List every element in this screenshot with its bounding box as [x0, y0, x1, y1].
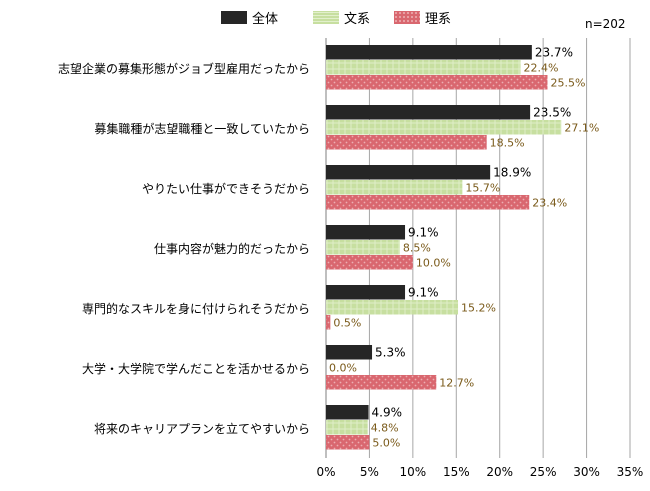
value-label-bunkei: 27.1% [564, 122, 599, 135]
value-label-rikei: 12.7% [439, 377, 474, 390]
category-label: やりたい仕事ができそうだから [141, 182, 310, 196]
bar-zentai [326, 285, 406, 300]
value-label-bunkei: 15.7% [465, 182, 500, 195]
value-label-bunkei: 4.8% [371, 422, 399, 435]
category-label: 専門的なスキルを身に付けられそうだから [81, 302, 310, 316]
legend-item-zentai: 全体 [221, 9, 279, 27]
value-label-zentai: 9.1% [408, 286, 439, 300]
value-label-bunkei: 22.4% [524, 62, 559, 75]
x-tick-label: 20% [486, 465, 513, 479]
value-label-zentai: 5.3% [375, 346, 406, 360]
x-tick-label: 25% [530, 465, 557, 479]
value-label-zentai: 18.9% [493, 166, 531, 180]
category-label: 仕事内容が魅力的だったから [153, 242, 310, 256]
legend-label-bunkei: 文系 [344, 11, 371, 27]
legend-label-zentai: 全体 [252, 11, 279, 27]
category-label: 志望企業の募集形態がジョブ型雇用だったから [57, 62, 310, 76]
bar-bunkei [326, 60, 521, 75]
legend-swatch-rikei [394, 10, 420, 24]
value-label-bunkei: 8.5% [403, 242, 431, 255]
category-label: 将来のキャリアプランを立てやすいから [93, 422, 310, 436]
bar-zentai [326, 105, 531, 120]
legend-swatch-bunkei [313, 10, 339, 24]
value-label-zentai: 23.7% [535, 46, 573, 60]
value-label-rikei: 5.0% [372, 437, 400, 450]
value-label-rikei: 23.4% [532, 197, 567, 210]
bar-rikei [326, 75, 548, 90]
bar-rikei [326, 255, 413, 270]
bar-rikei [326, 135, 487, 150]
bar-zentai [326, 345, 373, 360]
value-label-zentai: 9.1% [408, 226, 439, 240]
bar-bunkei [326, 240, 400, 255]
bar-zentai [326, 165, 491, 180]
value-labels-group: 23.7% 22.4% 25.5% 23.5% 27.1% 18.5% 18.9% 15.7%… [329, 46, 599, 450]
x-tick-label: 0% [316, 465, 335, 479]
value-label-zentai: 23.5% [533, 106, 571, 120]
value-label-bunkei: 15.2% [461, 302, 496, 315]
value-label-bunkei: 0.0% [329, 362, 357, 375]
x-tick-label: 10% [400, 465, 427, 479]
legend-item-bunkei: 文系 [313, 9, 371, 27]
bar-rikei [326, 435, 370, 450]
value-label-rikei: 25.5% [550, 77, 585, 90]
value-label-zentai: 4.9% [372, 406, 403, 420]
value-label-rikei: 10.0% [416, 257, 451, 270]
category-label: 募集職種が志望職種と一致していたから [94, 122, 310, 136]
bar-bunkei [326, 300, 459, 315]
bars-group [326, 45, 562, 450]
x-tick-label: 5% [360, 465, 379, 479]
x-tick-label: 35% [617, 465, 644, 479]
bar-zentai [326, 45, 532, 60]
category-label: 大学・大学院で学んだことを活かせるから [81, 362, 310, 376]
value-label-rikei: 18.5% [490, 137, 525, 150]
bar-rikei [326, 315, 331, 330]
legend-swatch-zentai [221, 10, 247, 24]
bar-rikei [326, 195, 530, 210]
value-label-rikei: 0.5% [333, 317, 361, 330]
bar-bunkei [326, 120, 562, 135]
legend-label-rikei: 理系 [425, 11, 452, 27]
legend-item-rikei: 理系 [394, 9, 452, 27]
x-tick-labels-group: 0% 5% 10% 15% 20% 25% 30% 35% [316, 465, 643, 479]
bar-rikei [326, 375, 437, 390]
x-tick-label: 30% [573, 465, 600, 479]
bar-bunkei [326, 420, 368, 435]
bar-bunkei [326, 180, 463, 195]
bar-zentai [326, 225, 406, 240]
sample-size-note: n=202 [585, 17, 626, 31]
x-tick-label: 15% [443, 465, 470, 479]
bar-zentai [326, 405, 369, 420]
